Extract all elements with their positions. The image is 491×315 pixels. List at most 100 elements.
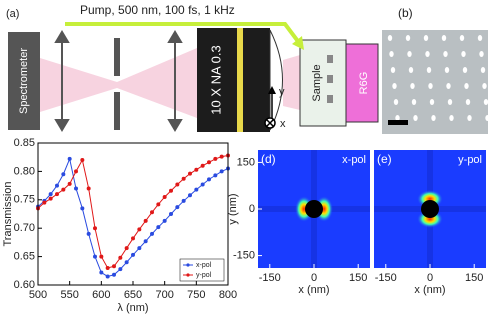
legend-label: x-pol <box>196 262 212 269</box>
y-tick-label: 0.70 <box>14 222 35 234</box>
data-point <box>169 188 173 193</box>
panel-label: (a) <box>6 8 19 20</box>
x-tick-label: 150 <box>349 272 367 284</box>
y-axis-label: y (nm) <box>227 193 239 224</box>
x-tick-label: -150 <box>375 272 397 284</box>
x-tick-label: 750 <box>187 289 205 301</box>
data-point <box>55 183 59 188</box>
data-point <box>93 226 97 231</box>
x-tick-label: 550 <box>60 289 78 301</box>
sample <box>299 39 347 127</box>
beam <box>40 58 117 112</box>
pump-arrow <box>292 36 304 50</box>
nanostructures <box>387 35 490 121</box>
data-point <box>156 225 161 230</box>
data-point <box>99 254 104 259</box>
panel-label: (d) <box>261 152 276 166</box>
scale-bar <box>388 120 408 125</box>
y-tick-label: 0.65 <box>14 251 35 263</box>
data-point <box>112 272 116 277</box>
data-point <box>194 167 199 172</box>
sample-label: Sample <box>311 64 323 101</box>
x-tick-label: 150 <box>465 272 483 284</box>
data-point <box>137 227 142 232</box>
data-point <box>74 186 78 191</box>
axis-y-label: y <box>279 86 285 98</box>
x-tick-label: 650 <box>124 289 142 301</box>
x-tick-label: 0 <box>427 272 433 284</box>
data-point <box>67 156 72 161</box>
panel-label: (b) <box>398 6 413 20</box>
data-point <box>175 205 180 210</box>
axis-arrow <box>268 86 276 94</box>
data-point <box>131 236 135 241</box>
panel-a: (a) Spectrometer 10 X NA 0.3 y x Sample … <box>6 3 379 132</box>
data-point <box>67 181 72 186</box>
x-axis-label: x (nm) <box>298 284 329 296</box>
data-point <box>80 206 85 211</box>
data-point <box>48 192 53 197</box>
panel-b: (b) <box>382 6 490 134</box>
data-point <box>181 176 186 181</box>
legend-label: y-pol <box>196 272 212 279</box>
y-tick-label: 150 <box>237 156 255 168</box>
data-point <box>207 160 211 165</box>
x-tick-label: 700 <box>155 289 173 301</box>
legend-swatch <box>186 273 190 277</box>
data-point <box>74 169 78 174</box>
data-point <box>188 193 192 198</box>
data-point <box>55 192 59 197</box>
data-point <box>61 187 66 192</box>
axis-out <box>265 118 275 128</box>
data-point <box>162 194 167 199</box>
data-point <box>80 158 85 163</box>
data-point <box>131 252 135 257</box>
data-point <box>86 231 91 236</box>
x-axis-label: x (nm) <box>414 284 445 296</box>
x-tick-label: 800 <box>219 289 237 301</box>
axis-x-label: x <box>280 118 286 130</box>
data-point <box>162 218 167 223</box>
x-tick-label: 600 <box>92 289 110 301</box>
data-point <box>143 239 148 244</box>
spectrometer-label: Spectrometer <box>18 48 30 114</box>
data-point <box>194 187 199 192</box>
data-point <box>118 267 123 272</box>
x-axis-label: λ (nm) <box>117 302 148 314</box>
x-tick-label: 500 <box>29 289 47 301</box>
data-point <box>181 198 186 203</box>
nanoparticle <box>305 200 323 218</box>
data-point <box>175 182 180 187</box>
data-point <box>112 264 116 269</box>
beam <box>117 48 197 118</box>
data-point <box>213 173 218 178</box>
pump-arrow <box>65 22 302 46</box>
data-point <box>48 196 53 201</box>
slit <box>114 38 120 76</box>
y-tick-label: -150 <box>233 249 255 261</box>
legend-swatch <box>186 263 190 267</box>
y-tick-label: 0.80 <box>14 165 35 177</box>
spectrometer <box>8 32 40 130</box>
data-point <box>105 265 110 270</box>
x-tick-label: 0 <box>311 272 317 284</box>
data-point <box>219 169 224 174</box>
data-point <box>124 246 129 251</box>
data-point <box>42 200 47 205</box>
objective-band <box>237 28 243 132</box>
objective-label: 10 X NA 0.3 <box>208 45 223 114</box>
data-point <box>219 154 224 159</box>
y-tick-label: 0.75 <box>14 194 35 206</box>
pump-label: Pump, 500 nm, 100 fs, 1 kHz <box>80 3 235 17</box>
x-tick-label: -150 <box>259 272 281 284</box>
slit <box>114 92 120 130</box>
data-point <box>124 260 129 265</box>
data-point <box>169 212 173 216</box>
data-point <box>207 177 211 182</box>
y-tick-label: 0.60 <box>14 279 35 291</box>
objective <box>197 28 270 132</box>
lens <box>54 30 183 132</box>
panel-label: (e) <box>377 152 392 166</box>
data-point <box>150 210 154 215</box>
